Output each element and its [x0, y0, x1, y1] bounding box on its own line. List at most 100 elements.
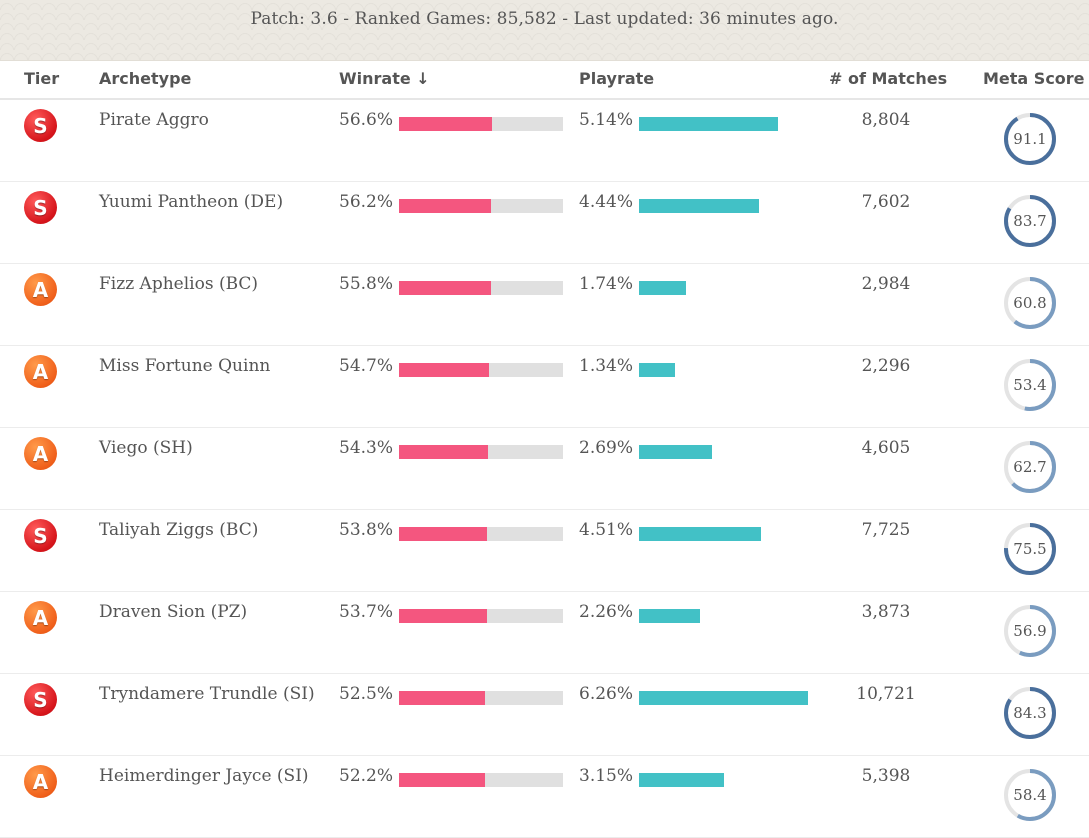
winrate-bar-track — [399, 527, 563, 541]
column-header-playrate[interactable]: Playrate — [579, 69, 655, 88]
winrate-value: 52.2% — [339, 766, 394, 786]
archetype-name[interactable]: Yuumi Pantheon (DE) — [99, 192, 284, 212]
winrate-bar — [399, 773, 485, 787]
table-row[interactable]: S Tryndamere Trundle (SI) 52.5% 6.26% 10,721… — [0, 673, 1089, 756]
meta-score-value: 83.7 — [1013, 212, 1047, 230]
playrate-value: 2.26% — [579, 602, 634, 622]
meta-score-value: 75.5 — [1013, 540, 1047, 558]
winrate-value: 52.5% — [339, 684, 394, 704]
playrate-value: 1.74% — [579, 274, 634, 294]
meta-score-value: 91.1 — [1013, 130, 1047, 148]
winrate-bar — [399, 609, 487, 623]
archetype-name[interactable]: Miss Fortune Quinn — [99, 356, 271, 376]
table-row[interactable]: A Viego (SH) 54.3% 2.69% 4,605 62.7 — [0, 427, 1089, 510]
tier-letter: A — [32, 605, 49, 630]
meta-score-value: 60.8 — [1013, 294, 1047, 312]
playrate-bar — [639, 117, 778, 131]
table-row[interactable]: A Miss Fortune Quinn 54.7% 1.34% 2,296 53.4 — [0, 345, 1089, 428]
winrate-bar-track — [399, 773, 563, 787]
archetype-name[interactable]: Fizz Aphelios (BC) — [99, 274, 259, 294]
archetype-name[interactable]: Draven Sion (PZ) — [99, 602, 248, 622]
tier-letter: S — [33, 195, 48, 220]
winrate-bar — [399, 117, 492, 131]
archetype-name[interactable]: Heimerdinger Jayce (SI) — [99, 766, 309, 786]
tier-badge: A — [24, 765, 57, 798]
archetype-name[interactable]: Tryndamere Trundle (SI) — [99, 684, 315, 704]
playrate-bar — [639, 199, 759, 213]
table-row[interactable]: A Fizz Aphelios (BC) 55.8% 1.74% 2,984 60.8 — [0, 263, 1089, 346]
winrate-bar-track — [399, 199, 563, 213]
winrate-bar-track — [399, 363, 563, 377]
column-header-matches[interactable]: # of Matches — [829, 69, 948, 88]
table-row[interactable]: S Yuumi Pantheon (DE) 56.2% 4.44% 7,602 83.7 — [0, 181, 1089, 264]
meta-score-ring: 83.7 — [1003, 194, 1057, 248]
table-header: Tier Archetype Winrate ↓ Playrate # of M… — [0, 60, 1089, 100]
meta-score-value: 62.7 — [1013, 458, 1047, 476]
archetype-name[interactable]: Taliyah Ziggs (BC) — [99, 520, 259, 540]
meta-score-ring: 56.9 — [1003, 604, 1057, 658]
tier-badge: S — [24, 519, 57, 552]
winrate-bar — [399, 199, 491, 213]
match-count: 7,602 — [861, 192, 911, 212]
meta-score-value: 53.4 — [1013, 376, 1047, 394]
meta-score-ring: 60.8 — [1003, 276, 1057, 330]
winrate-value: 54.7% — [339, 356, 394, 376]
stats-banner: Patch: 3.6 - Ranked Games: 85,582 - Last… — [0, 0, 1089, 61]
column-header-winrate[interactable]: Winrate ↓ — [339, 69, 430, 88]
playrate-value: 4.51% — [579, 520, 634, 540]
winrate-value: 53.7% — [339, 602, 394, 622]
playrate-value: 1.34% — [579, 356, 634, 376]
tier-badge: S — [24, 109, 57, 142]
archetype-name[interactable]: Viego (SH) — [99, 438, 193, 458]
tier-badge: A — [24, 437, 57, 470]
match-count: 2,296 — [861, 356, 911, 376]
meta-score-ring: 58.4 — [1003, 768, 1057, 822]
winrate-value: 56.2% — [339, 192, 394, 212]
playrate-value: 2.69% — [579, 438, 634, 458]
winrate-bar-track — [399, 691, 563, 705]
match-count: 5,398 — [861, 766, 911, 786]
meta-score-ring: 62.7 — [1003, 440, 1057, 494]
meta-score-value: 56.9 — [1013, 622, 1047, 640]
table-row[interactable]: S Taliyah Ziggs (BC) 53.8% 4.51% 7,725 75.5 — [0, 509, 1089, 592]
winrate-bar — [399, 281, 491, 295]
match-count: 3,873 — [861, 602, 911, 622]
meta-score-value: 84.3 — [1013, 704, 1047, 722]
match-count: 10,721 — [856, 684, 916, 704]
column-header-meta-score[interactable]: Meta Score — [983, 69, 1085, 88]
winrate-bar — [399, 691, 485, 705]
tier-badge: S — [24, 683, 57, 716]
playrate-value: 4.44% — [579, 192, 634, 212]
winrate-bar-track — [399, 445, 563, 459]
archetype-name[interactable]: Pirate Aggro — [99, 110, 209, 130]
winrate-value: 54.3% — [339, 438, 394, 458]
table-row[interactable]: A Heimerdinger Jayce (SI) 52.2% 3.15% 5,398 5… — [0, 755, 1089, 838]
playrate-value: 5.14% — [579, 110, 634, 130]
winrate-value: 56.6% — [339, 110, 394, 130]
playrate-bar — [639, 773, 724, 787]
column-header-archetype[interactable]: Archetype — [99, 69, 192, 88]
playrate-bar — [639, 691, 808, 705]
winrate-bar — [399, 527, 487, 541]
tier-letter: A — [32, 441, 49, 466]
tier-letter: S — [33, 687, 48, 712]
playrate-bar — [639, 281, 686, 295]
table-row[interactable]: S Pirate Aggro 56.6% 5.14% 8,804 91.1 — [0, 99, 1089, 182]
tier-badge: A — [24, 601, 57, 634]
tier-badge: A — [24, 273, 57, 306]
tier-badge: A — [24, 355, 57, 388]
playrate-bar — [639, 527, 761, 541]
match-count: 4,605 — [861, 438, 911, 458]
winrate-value: 53.8% — [339, 520, 394, 540]
winrate-value: 55.8% — [339, 274, 394, 294]
tier-letter: A — [32, 769, 49, 794]
column-header-tier[interactable]: Tier — [24, 69, 60, 88]
table-row[interactable]: A Draven Sion (PZ) 53.7% 2.26% 3,873 56.9 — [0, 591, 1089, 674]
meta-score-ring: 84.3 — [1003, 686, 1057, 740]
match-count: 2,984 — [861, 274, 911, 294]
tier-letter: A — [32, 277, 49, 302]
winrate-bar — [399, 363, 489, 377]
playrate-value: 3.15% — [579, 766, 634, 786]
tier-badge: S — [24, 191, 57, 224]
meta-score-value: 58.4 — [1013, 786, 1047, 804]
